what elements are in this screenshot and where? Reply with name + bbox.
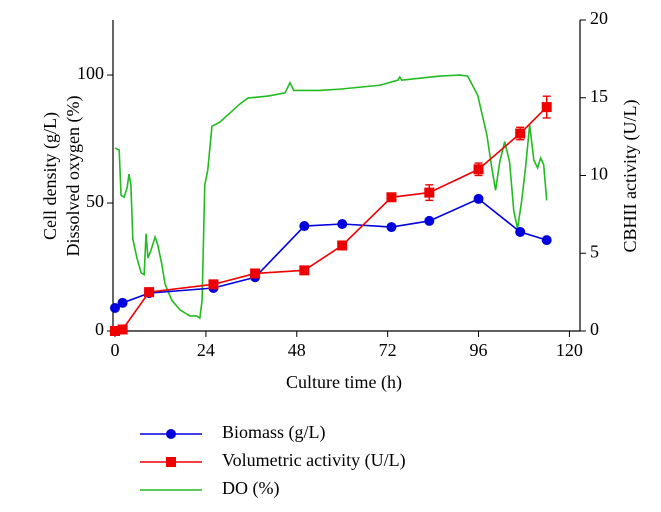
y2-tick-label: 20 [590, 8, 608, 28]
data-point [299, 265, 310, 276]
legend-label: DO (%) [222, 478, 279, 499]
y2-axis-label: CBHII activity (U/L) [620, 100, 641, 253]
legend-label: Volumetric activity (U/L) [222, 450, 406, 471]
y-tick-label: 100 [77, 63, 104, 83]
y-axis-label: Cell density (g/L) [40, 112, 61, 240]
data-point [110, 302, 120, 313]
x-axis-label: Culture time (h) [286, 372, 402, 393]
x-tick-label: 0 [111, 340, 120, 360]
y2-tick-label: 5 [590, 241, 599, 261]
x-tick-label: 120 [556, 340, 583, 360]
data-point [541, 235, 552, 246]
y-axis-label: Dissolved oxygen (%) [63, 96, 84, 257]
x-tick-label: 96 [470, 340, 488, 360]
data-point [515, 128, 526, 139]
y2-tick-label: 15 [590, 86, 608, 106]
data-point [424, 187, 435, 198]
data-point [110, 326, 120, 336]
data-point [473, 164, 484, 175]
data-point [337, 240, 348, 251]
data-point [386, 222, 397, 233]
data-point [117, 324, 128, 335]
y2-tick-label: 10 [590, 164, 608, 184]
data-point [515, 226, 526, 237]
data-point [541, 102, 552, 113]
x-tick-label: 48 [288, 340, 306, 360]
data-point [144, 287, 155, 298]
x-tick-label: 72 [379, 340, 397, 360]
legend-marker [166, 457, 176, 467]
y-tick-label: 50 [86, 191, 104, 211]
data-point [117, 297, 128, 308]
legend-marker [166, 429, 176, 439]
data-point [299, 221, 310, 232]
data-point [250, 268, 261, 279]
data-point [337, 219, 348, 230]
series-line [114, 74, 548, 320]
legend-label: Biomass (g/L) [222, 422, 326, 443]
data-point [473, 193, 484, 204]
data-point [424, 215, 435, 226]
data-point [208, 279, 219, 290]
series-line [114, 106, 548, 332]
y-tick-label: 0 [95, 319, 104, 339]
data-point [386, 192, 397, 203]
y2-tick-label: 0 [590, 319, 599, 339]
x-tick-label: 24 [197, 340, 215, 360]
